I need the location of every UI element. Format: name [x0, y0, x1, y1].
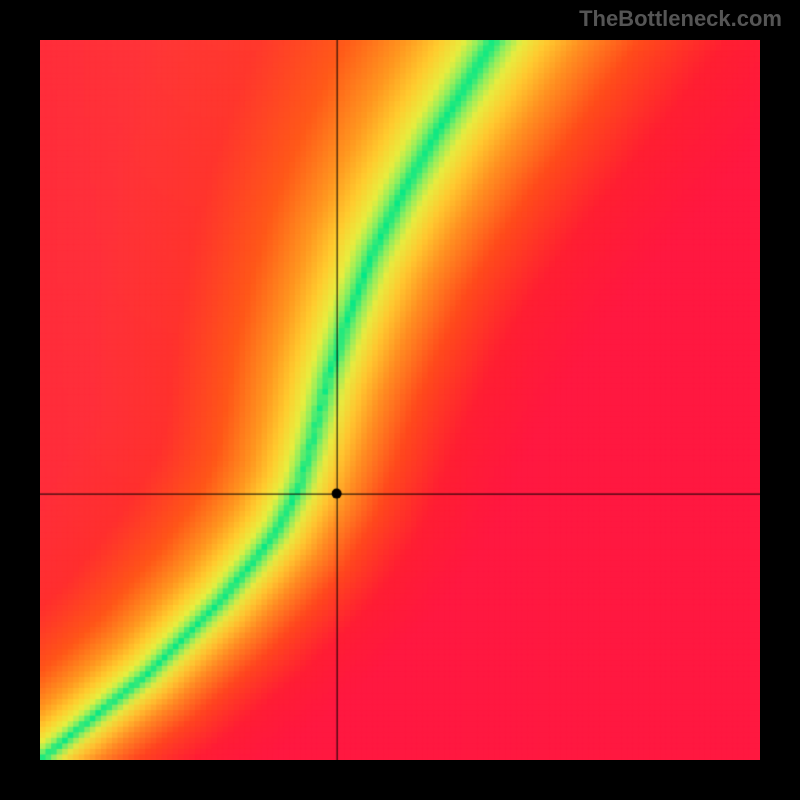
- chart-container: TheBottleneck.com: [0, 0, 800, 800]
- heatmap-canvas: [40, 40, 760, 760]
- watermark-text: TheBottleneck.com: [579, 6, 782, 32]
